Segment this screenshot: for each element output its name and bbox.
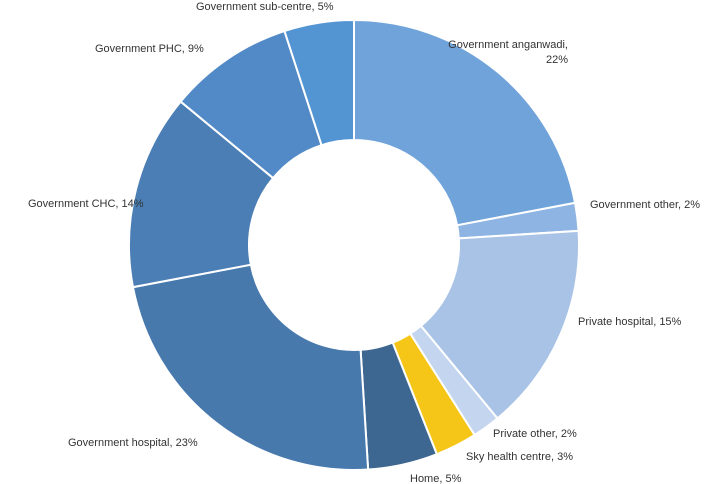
slice-government-anganwadi [353,18,577,227]
slice-private-hospital [419,229,580,420]
label-line: Government PHC, 9% [95,43,204,55]
label-government-other: Government other, 2% [590,199,700,211]
label-line: Home, 5% [410,473,462,484]
label-sky-health-centre: Sky health centre, 3% [466,451,573,463]
slice-government-hospital [131,263,370,471]
label-line: Government other, 2% [590,199,700,211]
label-line: Sky health centre, 3% [466,451,573,463]
label-line: Private other, 2% [493,428,577,440]
slice-government-sub-centre [283,18,355,147]
label-line: Government hospital, 23% [68,437,198,449]
slices-group [128,18,580,471]
labels-group: Government anganwadi, 22% Government other… [28,1,700,484]
label-government-phc: Government PHC, 9% [95,43,204,55]
slice-government-chc [128,100,275,289]
label-government-hospital: Government hospital, 23% [68,437,198,449]
label-line: 22% [546,54,568,66]
label-private-other: Private other, 2% [493,428,577,440]
label-line: Government CHC, 14% [28,198,144,210]
label-line: Private hospital, 15% [578,316,682,328]
label-line: Government sub-centre, 5% [196,1,334,13]
label-government-sub-centre: Government sub-centre, 5% [196,1,334,13]
label-line: Government anganwadi, [448,39,568,51]
label-government-chc: Government CHC, 14% [28,198,144,210]
label-government-anganwadi: Government anganwadi, 22% [448,39,568,66]
label-home: Home, 5% [410,473,462,484]
label-private-hospital: Private hospital, 15% [578,316,682,328]
